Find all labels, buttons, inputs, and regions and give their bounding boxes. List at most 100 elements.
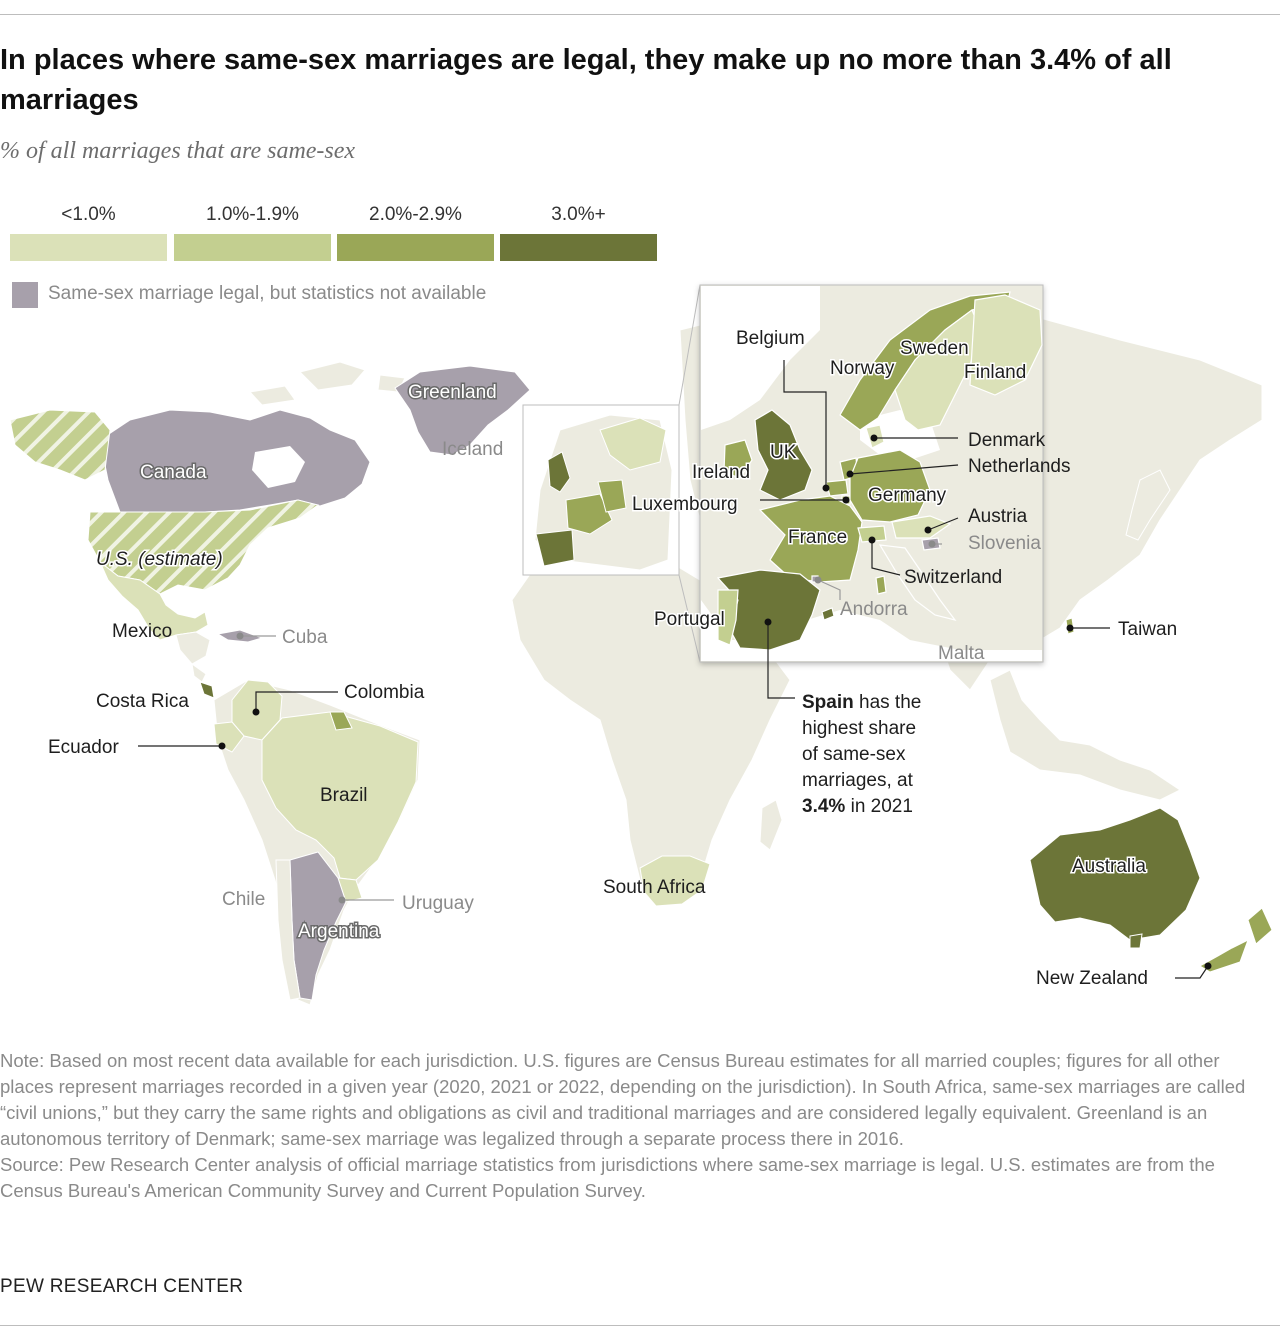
label-austria: Austria: [968, 506, 1028, 527]
uk-inset: [754, 409, 813, 501]
japan-shape: [1125, 469, 1171, 541]
label-canada: Canada: [140, 462, 207, 483]
bottom-rule: [0, 1325, 1280, 1326]
leader-dots: [218, 434, 1212, 970]
callout-line1: has the: [854, 692, 922, 713]
label-brazil: Brazil: [320, 785, 368, 806]
label-uruguay: Uruguay: [402, 893, 474, 914]
mini-scandinavia: [599, 417, 667, 471]
svg-text:Spain has the: Spain has the: [802, 692, 921, 713]
chart-subtitle: % of all marriages that are same-sex: [0, 138, 356, 164]
label-belgium: Belgium: [736, 328, 805, 349]
alaska-shape: [9, 409, 111, 481]
label-germany: Germany: [868, 485, 947, 506]
germany-inset: [849, 449, 931, 523]
label-ecuador: Ecuador: [48, 737, 119, 758]
label-iceland: Iceland: [442, 439, 503, 460]
switzerland-inset: [857, 525, 887, 543]
tasmania-shape: [1129, 933, 1143, 949]
world-map: Greenland Canada Iceland U.S. (estimate)…: [9, 284, 1273, 1006]
spain-callout: Spain has the highest share of same-sex …: [802, 692, 921, 817]
label-luxembourg: Luxembourg: [632, 494, 738, 515]
legend-label-na: Same-sex marriage legal, but statistics …: [48, 283, 487, 304]
legend-swatch-1-19: [174, 234, 331, 261]
central-america: [175, 631, 211, 683]
canada-shape: [99, 409, 371, 513]
legend-label-1-19: 1.0%-1.9%: [206, 204, 299, 225]
se-asia-land: [989, 669, 1181, 801]
label-cuba: Cuba: [282, 627, 328, 648]
callout-line5: in 2021: [845, 796, 913, 817]
mexico-shape: [99, 561, 209, 641]
suriname-shape: [329, 711, 353, 731]
callout-value: 3.4%: [802, 796, 845, 817]
new-zealand-shape: [1199, 907, 1273, 973]
chile-shape: [275, 859, 301, 1001]
hudson-bay: [252, 446, 305, 488]
callout-country: Spain: [802, 692, 854, 713]
label-south-africa: South Africa: [603, 877, 706, 898]
france-inset: [758, 495, 863, 583]
zoom-connector-bottom: [678, 574, 701, 663]
label-taiwan: Taiwan: [1118, 619, 1177, 640]
south-africa-shape: [639, 855, 711, 907]
leader-dots-gray: [236, 540, 936, 904]
belgium-inset: [825, 479, 849, 497]
label-ireland: Ireland: [692, 462, 750, 483]
callout-line3: of same-sex: [802, 744, 906, 765]
greenland-shape: [394, 365, 531, 456]
legend-label-lt1: <1.0%: [61, 204, 116, 225]
leader-lines: [138, 360, 1209, 979]
callout-line4: marriages, at: [802, 770, 914, 791]
costa-rica-shape: [199, 681, 215, 699]
label-andorra: Andorra: [840, 599, 908, 620]
label-chile: Chile: [222, 889, 265, 910]
mini-france: [565, 493, 613, 535]
note-text: Note: Based on most recent data availabl…: [0, 1050, 1246, 1149]
legend-swatch-lt1: [10, 234, 167, 261]
finland-inset: [969, 294, 1043, 396]
label-portugal: Portugal: [654, 609, 725, 630]
corsica-inset: [875, 575, 887, 595]
label-norway: Norway: [830, 358, 895, 379]
label-sweden: Sweden: [900, 338, 969, 359]
arctic-islands: [249, 361, 406, 406]
mini-uk: [547, 451, 571, 493]
label-mexico: Mexico: [112, 621, 172, 642]
label-uk: UK: [770, 442, 797, 463]
label-slovenia: Slovenia: [968, 533, 1041, 554]
brand-logo-text: PEW RESEARCH CENTER: [0, 1276, 244, 1297]
portugal-inset: [717, 589, 739, 646]
label-new-zealand: New Zealand: [1036, 968, 1148, 989]
svg-text:3.4% in 2021: 3.4% in 2021: [802, 796, 913, 817]
top-rule: [0, 14, 1280, 15]
mini-germany: [597, 479, 627, 513]
label-malta: Malta: [938, 643, 985, 664]
mini-spain: [535, 529, 575, 567]
sweden-inset: [894, 309, 981, 431]
brazil-shape: [261, 711, 419, 881]
ireland-inset: [723, 439, 753, 479]
label-costa-rica: Costa Rica: [96, 691, 189, 712]
legend-label-3plus: 3.0%+: [551, 204, 606, 225]
label-france: France: [788, 527, 847, 548]
madagascar-shape: [759, 799, 783, 851]
callout-line2: highest share: [802, 718, 916, 739]
legend-label-2-29: 2.0%-2.9%: [369, 204, 462, 225]
europe-inset-countries: [701, 286, 1043, 661]
label-netherlands: Netherlands: [968, 456, 1070, 477]
italy-inset: [878, 544, 957, 621]
label-switzerland: Switzerland: [904, 567, 1002, 588]
label-australia: Australia: [1072, 856, 1146, 877]
label-colombia: Colombia: [344, 682, 425, 703]
legend-swatch-na: [12, 282, 38, 308]
label-us: U.S. (estimate): [96, 549, 223, 570]
label-finland: Finland: [964, 362, 1026, 383]
note-block: Note: Based on most recent data availabl…: [0, 1048, 1275, 1204]
legend-swatch-2-29: [337, 234, 494, 261]
austria-inset: [891, 515, 952, 539]
zoom-connector-top: [678, 284, 701, 406]
source-text: Source: Pew Research Center analysis of …: [0, 1154, 1215, 1201]
balearics-inset: [821, 607, 835, 621]
label-denmark: Denmark: [968, 430, 1046, 451]
